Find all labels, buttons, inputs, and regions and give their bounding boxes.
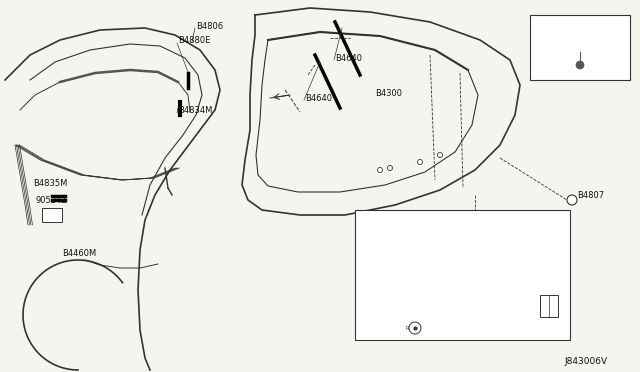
Text: B4460M: B4460M: [62, 248, 96, 257]
Text: B4880EA: B4880EA: [442, 260, 480, 269]
Circle shape: [378, 167, 383, 173]
Circle shape: [409, 322, 421, 334]
Circle shape: [567, 195, 577, 205]
Text: B4694N: B4694N: [370, 246, 403, 254]
Text: B4806: B4806: [196, 22, 223, 31]
Text: B4430: B4430: [542, 294, 569, 302]
Circle shape: [438, 153, 442, 157]
Text: B4880E: B4880E: [178, 35, 211, 45]
Circle shape: [576, 61, 584, 69]
Text: B4834M: B4834M: [178, 106, 212, 115]
Text: B4640: B4640: [305, 93, 332, 103]
Bar: [540, 295, 558, 317]
Text: B4807: B4807: [577, 190, 604, 199]
Text: 90524Z: 90524Z: [35, 196, 67, 205]
Text: (4): (4): [445, 333, 457, 341]
Text: 08146-6122G: 08146-6122G: [430, 320, 487, 328]
Bar: [42, 208, 62, 222]
Text: B4640: B4640: [335, 54, 362, 62]
Circle shape: [387, 166, 392, 170]
Text: B4835M: B4835M: [33, 179, 67, 187]
Bar: [355, 210, 570, 340]
Bar: [530, 15, 630, 80]
Circle shape: [417, 160, 422, 164]
Text: J843006V: J843006V: [565, 357, 608, 366]
Text: B4691M: B4691M: [363, 230, 397, 238]
Text: B4300: B4300: [375, 89, 402, 97]
Text: R: R: [405, 326, 409, 330]
Text: B4514: B4514: [460, 298, 487, 307]
Text: B4430AA: B4430AA: [553, 32, 592, 41]
